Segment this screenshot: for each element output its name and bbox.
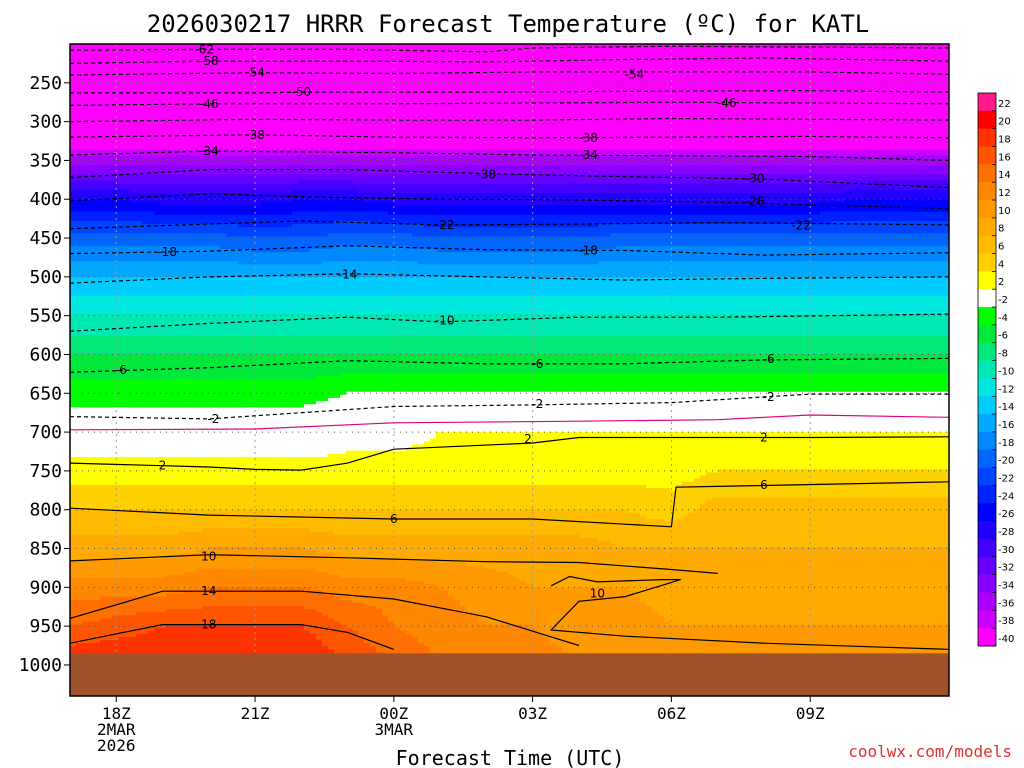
temperature-fill <box>70 44 953 697</box>
sounding-cross-section-chart: 2026030217 HRRR Forecast Temperature (ºC… <box>0 0 1024 768</box>
chart-title: 2026030217 HRRR Forecast Temperature (ºC… <box>147 10 869 38</box>
plot-area: -62-58-54 -54-50-46 -46-38 -38-34 -34-30 -30-… <box>70 42 953 696</box>
